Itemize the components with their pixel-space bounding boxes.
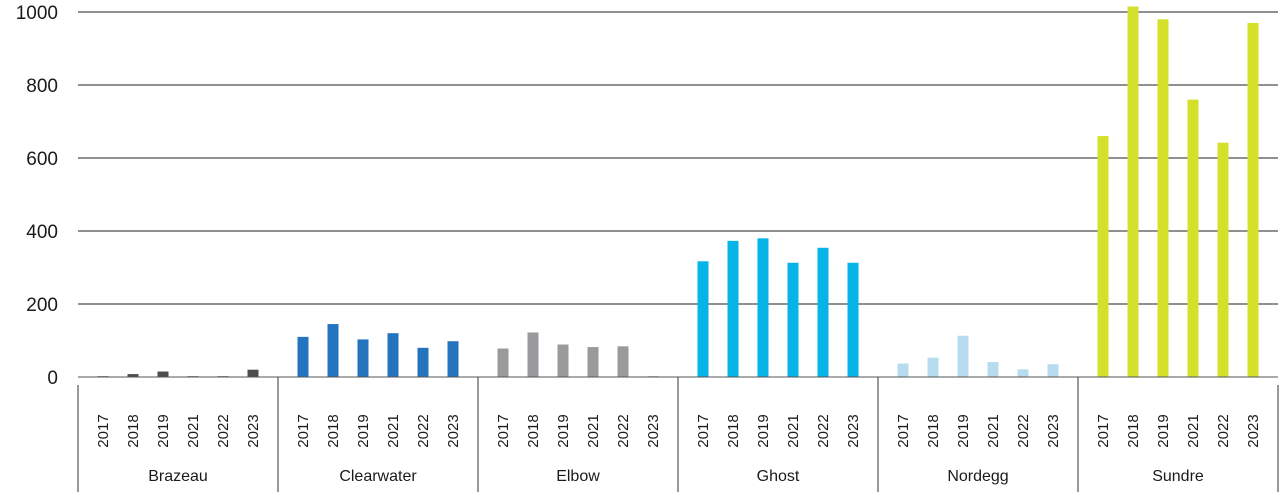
bar-elbow-2019 <box>557 344 569 377</box>
group-label-sundre: Sundre <box>1152 468 1204 485</box>
x-tick-label: 2017 <box>695 414 712 447</box>
x-tick-label: 2017 <box>1095 414 1112 447</box>
bar-ghost-2017 <box>697 261 709 377</box>
x-tick-label: 2022 <box>615 414 632 447</box>
x-tick-label: 2019 <box>1155 414 1172 447</box>
y-tick-label: 200 <box>26 295 58 316</box>
bar-sundre-2018 <box>1127 6 1139 378</box>
bar-nordegg-2022 <box>1017 369 1029 377</box>
bar-ghost-2022 <box>817 247 829 377</box>
group-label-brazeau: Brazeau <box>148 468 208 485</box>
bar-clearwater-2021 <box>387 333 399 377</box>
bar-ghost-2021 <box>787 262 799 377</box>
x-tick-label: 2019 <box>955 414 972 447</box>
bar-nordegg-2021 <box>987 362 999 377</box>
x-tick-label: 2021 <box>185 414 202 447</box>
bar-clearwater-2019 <box>357 339 369 377</box>
y-tick-label: 0 <box>47 368 58 389</box>
group-label-nordegg: Nordegg <box>947 468 1008 485</box>
x-tick-label: 2022 <box>415 414 432 447</box>
bar-sundre-2021 <box>1187 99 1199 377</box>
y-tick-label: 1000 <box>16 3 58 24</box>
bar-sundre-2019 <box>1157 19 1169 378</box>
x-tick-label: 2022 <box>1215 414 1232 447</box>
bar-sundre-2022 <box>1217 142 1229 377</box>
bar-elbow-2018 <box>527 332 539 377</box>
group-label-clearwater: Clearwater <box>339 468 417 485</box>
bar-nordegg-2023 <box>1047 364 1059 377</box>
bar-brazeau-2018 <box>127 374 139 377</box>
bar-nordegg-2019 <box>957 335 969 377</box>
bar-brazeau-2023 <box>247 369 259 377</box>
x-tick-label: 2021 <box>385 414 402 447</box>
bar-clearwater-2023 <box>447 341 459 377</box>
x-tick-label: 2023 <box>645 414 662 447</box>
bar-sundre-2023 <box>1247 22 1259 377</box>
bar-nordegg-2017 <box>897 363 909 377</box>
y-axis-ticks: 0 200 400 600 800 1000 <box>16 3 58 389</box>
x-tick-label: 2019 <box>555 414 572 447</box>
x-tick-label: 2018 <box>525 414 542 447</box>
bar-elbow-2022 <box>617 346 629 377</box>
bar-sundre-2017 <box>1097 136 1109 377</box>
x-tick-label: 2023 <box>1045 414 1062 447</box>
x-tick-label: 2022 <box>215 414 232 447</box>
x-tick-label: 2023 <box>445 414 462 447</box>
x-tick-label: 2021 <box>585 414 602 447</box>
x-tick-label: 2017 <box>495 414 512 447</box>
x-tick-label: 2022 <box>815 414 832 447</box>
bar-brazeau-2019 <box>157 371 169 377</box>
x-tick-label: 2017 <box>295 414 312 447</box>
x-tick-label: 2018 <box>325 414 342 447</box>
bar-clearwater-2018 <box>327 324 339 377</box>
x-tick-label: 2019 <box>155 414 172 447</box>
group-label-ghost: Ghost <box>757 468 800 485</box>
bar-nordegg-2018 <box>927 357 939 377</box>
bar-clearwater-2022 <box>417 347 429 377</box>
group-label-elbow: Elbow <box>556 468 600 485</box>
x-tick-label: 2021 <box>985 414 1002 447</box>
x-tick-label: 2023 <box>245 414 262 447</box>
bar-ghost-2023 <box>847 262 859 377</box>
bar-ghost-2018 <box>727 240 739 377</box>
x-tick-label: 2023 <box>845 414 862 447</box>
x-tick-label: 2018 <box>125 414 142 447</box>
x-tick-label: 2017 <box>895 414 912 447</box>
x-tick-label: 2023 <box>1245 414 1262 447</box>
bar-elbow-2017 <box>497 348 509 377</box>
bars <box>97 6 1259 378</box>
x-tick-label: 2019 <box>355 414 372 447</box>
x-axis: 2017 2018 2019 2021 2022 2023 Brazeau 2017 2018 2… <box>77 376 1279 492</box>
x-tick-label: 2021 <box>1185 414 1202 447</box>
x-tick-label: 2021 <box>785 414 802 447</box>
y-tick-label: 600 <box>26 149 58 170</box>
bar-elbow-2021 <box>587 347 599 377</box>
x-tick-label: 2018 <box>725 414 742 447</box>
x-tick-label: 2018 <box>925 414 942 447</box>
x-tick-label: 2019 <box>755 414 772 447</box>
y-tick-label: 800 <box>26 76 58 97</box>
x-tick-label: 2018 <box>1125 414 1142 447</box>
y-tick-label: 400 <box>26 222 58 243</box>
bar-ghost-2019 <box>757 238 769 377</box>
x-tick-label: 2022 <box>1015 414 1032 447</box>
x-tick-label: 2017 <box>95 414 112 447</box>
bar-clearwater-2017 <box>297 336 309 377</box>
